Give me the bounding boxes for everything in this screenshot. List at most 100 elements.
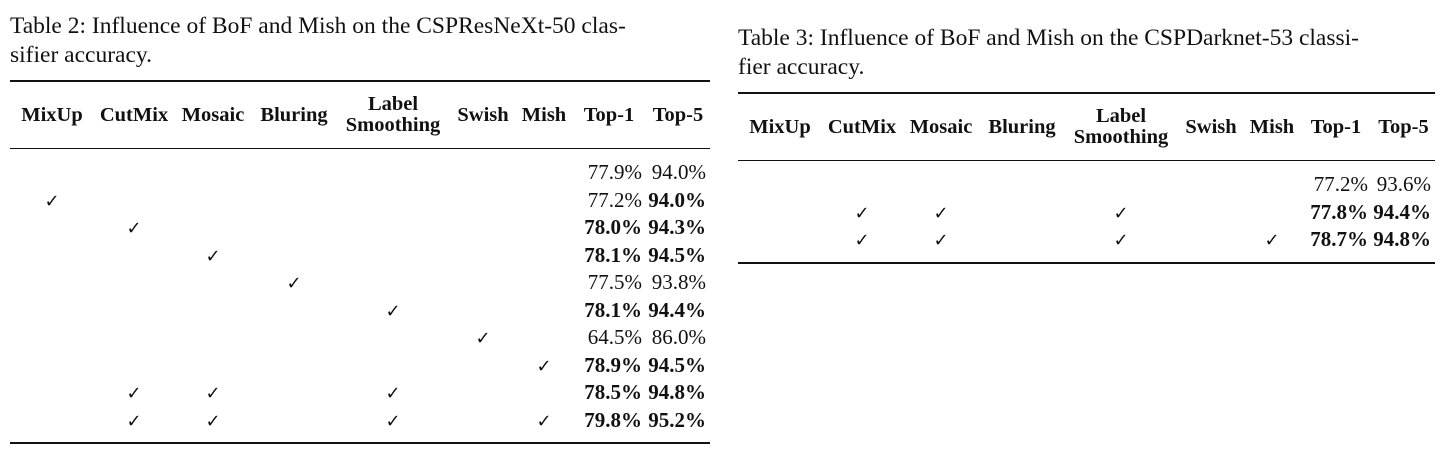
cell-label-smoothing [336,214,450,242]
table-2-body: 77.9% 94.0% ✓ 77.2% 94.0% ✓ 78.0% 94.3% ✓ 78.1% 94… [10,149,710,438]
cell-top1: 78.0% [584,215,642,240]
check-mark-icon: ✓ [385,300,401,322]
cell-mosaic: ✓ [902,226,980,254]
col-header-mixup: MixUp [21,103,83,126]
cell-top1: 77.9% [587,160,642,185]
cell-label-smoothing: ✓ [336,297,450,325]
bottom-rule [738,261,1435,264]
table-row: ✓ ✓ ✓ 77.8% 94.4% [738,199,1435,227]
bottom-rule [10,442,710,444]
col-header-mixup: MixUp [749,115,811,138]
cell-top5: 94.4% [1373,199,1431,224]
check-mark-icon: ✓ [854,202,870,224]
check-mark-icon: ✓ [536,410,552,432]
cell-top5: 86.0% [651,325,706,350]
cell-top5: 94.0% [648,187,706,212]
cell-mixup [10,269,94,297]
cell-mish [516,324,572,352]
header-row: MixUp CutMix Mosaic Bluring Label Smoothi… [738,94,1435,160]
cell-mosaic: ✓ [902,199,980,227]
cell-bluring [980,171,1064,199]
mid-rule [738,160,1435,161]
table-row: ✓ ✓ ✓ 78.5% 94.8% [10,379,710,407]
col-header-top1: Top-1 [1310,115,1362,138]
cell-mosaic [174,187,252,215]
cell-mixup [10,407,94,435]
col-header-swish: Swish [457,103,509,126]
cell-mish [516,159,572,187]
cell-mish [516,379,572,407]
cell-cutmix [94,159,174,187]
table-3-rows: 77.2% 93.6% ✓ ✓ ✓ 77.8% 94.4% ✓ ✓ ✓ ✓ 78.7% 94.8% [738,161,1435,258]
check-mark-icon: ✓ [126,218,142,240]
table-2-caption-line2: sifier accuracy. [10,42,152,68]
table-row: ✓ ✓ ✓ ✓ 78.7% 94.8% [738,226,1435,254]
cell-mosaic [174,297,252,325]
cell-mixup: ✓ [10,187,94,215]
cell-mosaic: ✓ [174,407,252,435]
cell-mish [516,269,572,297]
header-row: MixUp CutMix Mosaic Bluring Label Smoothi… [10,82,710,148]
cell-mish: ✓ [516,407,572,435]
cell-top1: 77.8% [1310,199,1368,224]
cell-mixup [10,159,94,187]
cell-top5: 93.8% [651,270,706,295]
cell-swish [450,352,516,380]
table-row: ✓ 77.5% 93.8% [10,269,710,297]
cell-mosaic [902,171,980,199]
check-mark-icon: ✓ [385,383,401,405]
cell-mish: ✓ [1244,226,1300,254]
cell-mosaic [174,159,252,187]
table-row: ✓ 64.5% 86.0% [10,324,710,352]
cell-bluring [252,379,336,407]
cell-cutmix [822,171,902,199]
cell-label-smoothing [336,159,450,187]
cell-swish [450,297,516,325]
check-mark-icon: ✓ [44,190,60,212]
cell-swish [1178,226,1244,254]
check-mark-icon: ✓ [385,410,401,432]
cell-cutmix: ✓ [822,226,902,254]
check-mark-icon: ✓ [536,355,552,377]
cell-swish [450,269,516,297]
cell-label-smoothing: ✓ [336,379,450,407]
table-row: ✓ 77.2% 94.0% [10,187,710,215]
cell-swish [450,242,516,270]
cell-bluring [252,297,336,325]
cell-mixup [10,379,94,407]
cell-mosaic [174,269,252,297]
cell-top5: 94.0% [651,160,706,185]
check-mark-icon: ✓ [126,383,142,405]
cell-bluring [252,187,336,215]
check-mark-icon: ✓ [933,202,949,224]
cell-label-smoothing [336,187,450,215]
cell-mixup [10,242,94,270]
col-header-top5: Top-5 [1378,115,1429,138]
cell-mosaic [174,324,252,352]
cell-label-smoothing: ✓ [1064,226,1178,254]
cell-mish: ✓ [516,352,572,380]
col-header-bluring: Bluring [260,103,328,126]
cell-label-smoothing [336,352,450,380]
cell-cutmix [94,297,174,325]
table-3-caption-line1: Table 3: Influence of BoF and Mish on th… [738,25,1359,51]
cell-cutmix: ✓ [94,214,174,242]
table-3-caption: Table 3: Influence of BoF and Mish on th… [738,24,1435,82]
cell-mixup [10,324,94,352]
cell-cutmix: ✓ [94,379,174,407]
col-header-mosaic: Mosaic [909,115,973,138]
col-header-top5: Top-5 [652,103,704,126]
cell-mixup [10,352,94,380]
cell-top5: 94.5% [648,242,706,267]
col-header-mosaic: Mosaic [181,103,245,126]
cell-top1: 78.1% [584,242,642,267]
cell-top1: 64.5% [587,325,642,350]
cell-label-smoothing [1064,171,1178,199]
table-2-block: Table 2: Influence of BoF and Mish on th… [10,12,710,444]
cell-swish: ✓ [450,324,516,352]
cell-swish [450,379,516,407]
table-row: ✓ 78.9% 94.5% [10,352,710,380]
check-mark-icon: ✓ [1113,230,1129,252]
cell-swish [450,407,516,435]
cell-mosaic: ✓ [174,379,252,407]
